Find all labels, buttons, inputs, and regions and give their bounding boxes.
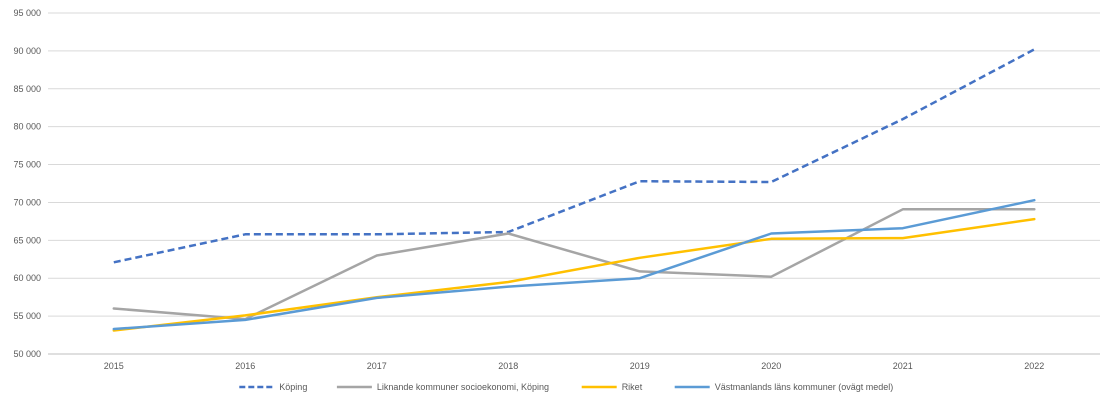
legend-item: Liknande kommuner socioekonomi, Köping <box>336 382 549 392</box>
series-line <box>112 198 1036 331</box>
series-line <box>112 208 1036 321</box>
y-tick-label: 70 000 <box>13 197 41 207</box>
x-tick-label: 2017 <box>367 361 387 371</box>
y-tick-label: 80 000 <box>13 122 41 132</box>
x-axis-ticks: 2015 2016 2017 2018 2019 2020 2021 2022 <box>104 361 1045 371</box>
legend-item: Riket <box>581 382 643 392</box>
legend-label: Köping <box>279 382 307 392</box>
y-tick-label: 75 000 <box>13 160 41 170</box>
y-tick-label: 60 000 <box>13 273 41 283</box>
x-tick-label: 2019 <box>630 361 650 371</box>
legend-label: Västmanlands läns kommuner (ovägt medel) <box>715 382 894 392</box>
series-lines <box>112 48 1036 332</box>
legend-label: Riket <box>622 382 643 392</box>
y-tick-label: 85 000 <box>13 84 41 94</box>
x-tick-label: 2016 <box>235 361 255 371</box>
series-line <box>113 48 1035 264</box>
y-tick-label: 50 000 <box>13 349 41 359</box>
y-tick-label: 95 000 <box>13 8 41 18</box>
y-tick-label: 55 000 <box>13 311 41 321</box>
x-tick-label: 2015 <box>104 361 124 371</box>
legend-item: Köping <box>239 382 307 392</box>
y-axis-ticks: 50 000 55 000 60 000 65 000 70 000 75 000 80 0… <box>13 8 41 359</box>
legend: Köping Liknande kommuner socioekonomi, Kö… <box>239 382 893 392</box>
x-tick-label: 2020 <box>761 361 781 371</box>
legend-item: Västmanlands läns kommuner (ovägt medel) <box>674 382 894 392</box>
y-tick-label: 65 000 <box>13 235 41 245</box>
x-tick-label: 2022 <box>1024 361 1044 371</box>
legend-label: Liknande kommuner socioekonomi, Köping <box>377 382 549 392</box>
y-tick-label: 90 000 <box>13 46 41 56</box>
gridlines <box>48 12 1100 355</box>
series-line <box>112 217 1036 332</box>
x-tick-label: 2021 <box>893 361 913 371</box>
x-tick-label: 2018 <box>498 361 518 371</box>
